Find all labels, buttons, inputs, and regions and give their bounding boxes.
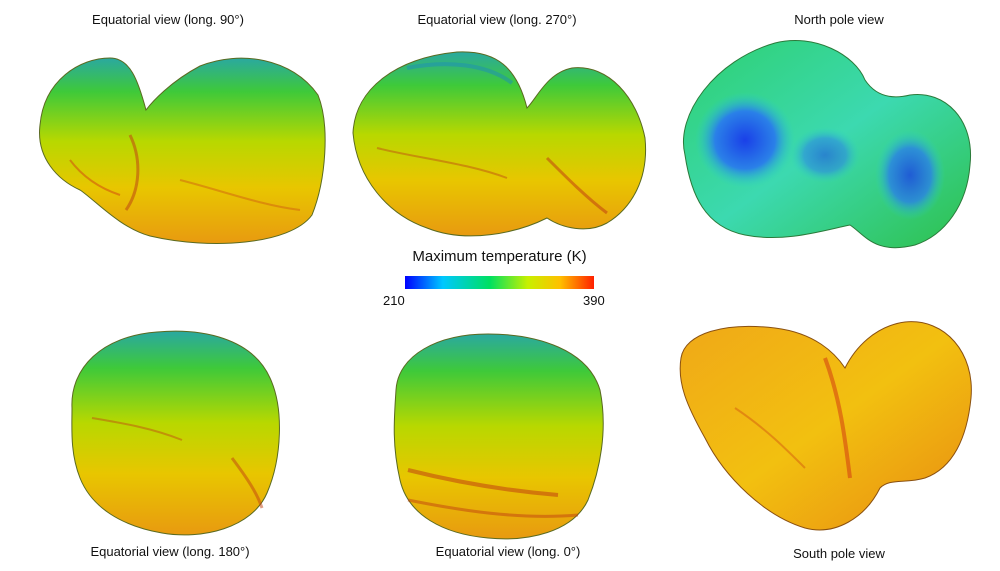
view-label-south: South pole view: [793, 546, 885, 561]
view-label-north: North pole view: [794, 12, 884, 27]
comet-view-eq-270: [352, 51, 647, 237]
comet-view-eq-90: [39, 57, 326, 244]
colorbar-gradient: [405, 276, 594, 289]
comet-view-eq-0: [393, 333, 604, 540]
view-label-eq-180: Equatorial view (long. 180°): [90, 544, 250, 559]
colorbar: Maximum temperature (K) 210 390: [383, 248, 605, 314]
view-label-eq-90: Equatorial view (long. 90°): [92, 12, 244, 27]
colorbar-title: Maximum temperature (K): [412, 248, 587, 265]
view-label-eq-0: Equatorial view (long. 0°): [435, 544, 581, 559]
colorbar-max-label: 390: [583, 293, 605, 308]
comet-view-north: [683, 40, 972, 249]
colorbar-min-label: 210: [383, 293, 405, 308]
view-label-eq-270: Equatorial view (long. 270°): [417, 12, 577, 27]
comet-view-eq-180: [71, 330, 280, 536]
comet-view-south: [679, 321, 972, 531]
